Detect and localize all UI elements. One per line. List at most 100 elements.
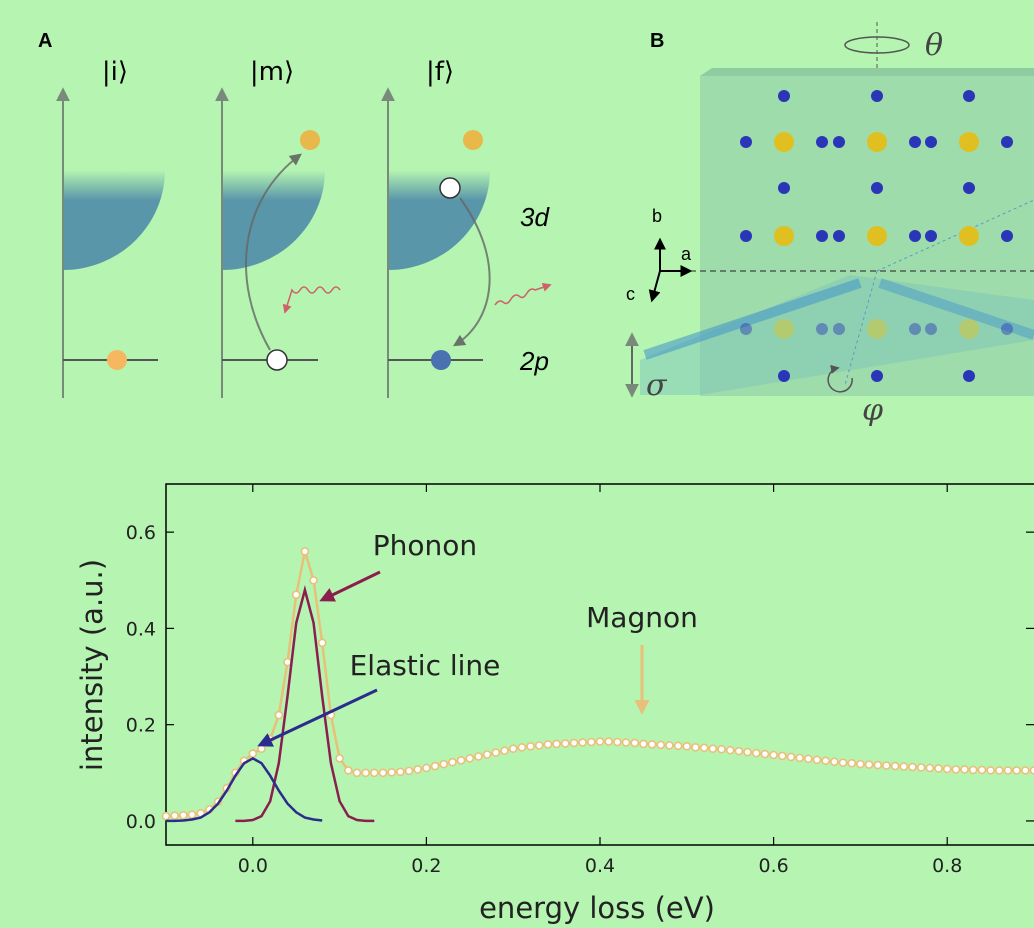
data-point bbox=[579, 739, 586, 746]
data-point bbox=[163, 813, 170, 820]
data-point bbox=[814, 756, 821, 763]
data-point bbox=[562, 740, 569, 747]
data-point bbox=[510, 745, 517, 752]
data-point bbox=[570, 739, 577, 746]
metal-atom bbox=[867, 226, 887, 246]
data-point bbox=[406, 767, 413, 774]
oxygen-atom bbox=[1001, 323, 1013, 335]
data-point bbox=[536, 742, 543, 749]
data-point bbox=[527, 743, 534, 750]
metal-atom bbox=[959, 319, 979, 339]
data-point bbox=[484, 751, 491, 758]
oxygen-atom bbox=[963, 370, 975, 382]
y-tick-label: 0.0 bbox=[126, 811, 156, 833]
data-point bbox=[180, 812, 187, 819]
data-point bbox=[614, 738, 621, 745]
panel-label: B bbox=[650, 30, 664, 52]
data-point bbox=[831, 758, 838, 765]
data-point bbox=[900, 763, 907, 770]
data-point bbox=[371, 769, 378, 776]
oxygen-atom bbox=[740, 136, 752, 148]
oxygen-atom bbox=[871, 370, 883, 382]
data-point bbox=[640, 740, 647, 747]
metal-atom bbox=[867, 319, 887, 339]
x-tick-label: 0.4 bbox=[585, 855, 615, 877]
panel-a: A |i⟩ |m⟩ |f⟩ 3d 2p bbox=[38, 30, 550, 398]
y-tick-label: 0.6 bbox=[126, 522, 156, 544]
data-point bbox=[284, 659, 291, 666]
oxygen-atom bbox=[909, 230, 921, 242]
annotation: Magnon bbox=[586, 601, 698, 634]
axis-label: c bbox=[626, 284, 635, 304]
y-tick-label: 0.2 bbox=[126, 715, 156, 737]
angle-label: θ bbox=[925, 28, 943, 63]
data-point bbox=[892, 763, 899, 770]
metal-atom bbox=[774, 226, 794, 246]
annotation: Phonon bbox=[373, 529, 477, 562]
data-point bbox=[319, 639, 326, 646]
valence-band bbox=[63, 170, 490, 270]
data-point bbox=[735, 748, 742, 755]
oxygen-atom bbox=[816, 230, 828, 242]
oxygen-atom bbox=[925, 136, 937, 148]
data-point bbox=[345, 767, 352, 774]
data-point bbox=[883, 762, 890, 769]
electron bbox=[431, 350, 451, 370]
data-point bbox=[744, 749, 751, 756]
data-point bbox=[388, 769, 395, 776]
oxygen-atom bbox=[963, 182, 975, 194]
page: A |i⟩ |m⟩ |f⟩ 3d 2p B bbox=[0, 0, 1034, 928]
data-point bbox=[683, 743, 690, 750]
data-point bbox=[414, 766, 421, 773]
data-point bbox=[918, 764, 925, 771]
crystal-top bbox=[700, 68, 1034, 76]
oxygen-atom bbox=[1001, 136, 1013, 148]
angle-label: φ bbox=[862, 393, 883, 428]
hole bbox=[440, 178, 460, 198]
oxygen-atom bbox=[778, 90, 790, 102]
level-label: 3d bbox=[520, 202, 550, 232]
atoms bbox=[740, 90, 1013, 382]
figure: A |i⟩ |m⟩ |f⟩ 3d 2p B bbox=[0, 0, 1034, 928]
data-point bbox=[336, 755, 343, 762]
oxygen-atom bbox=[963, 90, 975, 102]
data-point bbox=[978, 766, 985, 773]
data-point bbox=[805, 755, 812, 762]
data-point bbox=[605, 738, 612, 745]
core-hole bbox=[267, 350, 287, 370]
oxygen-atom bbox=[871, 90, 883, 102]
data-point bbox=[996, 767, 1003, 774]
data-point bbox=[666, 742, 673, 749]
oxygen-atom bbox=[833, 323, 845, 335]
data-point bbox=[761, 751, 768, 758]
data-point bbox=[961, 766, 968, 773]
data-point bbox=[848, 760, 855, 767]
data-point bbox=[727, 747, 734, 754]
panel-label: A bbox=[38, 30, 52, 52]
panel-b: B θ b a c σ φ bbox=[626, 22, 1034, 428]
electron bbox=[300, 130, 320, 150]
data-point bbox=[189, 811, 196, 818]
data-point bbox=[787, 753, 794, 760]
data-point bbox=[423, 764, 430, 771]
data-point bbox=[944, 765, 951, 772]
data-point bbox=[492, 749, 499, 756]
x-tick-label: 0.6 bbox=[758, 855, 788, 877]
oxygen-atom bbox=[871, 182, 883, 194]
data-point bbox=[779, 752, 786, 759]
data-point bbox=[432, 763, 439, 770]
axis-label: a bbox=[681, 244, 692, 264]
data-point bbox=[301, 548, 308, 555]
oxygen-atom bbox=[833, 136, 845, 148]
electron bbox=[463, 130, 483, 150]
data-point bbox=[310, 577, 317, 584]
data-point bbox=[709, 745, 716, 752]
x-tick-label: 0.8 bbox=[932, 855, 962, 877]
oxygen-atom bbox=[816, 136, 828, 148]
data-point bbox=[501, 747, 508, 754]
oxygen-atom bbox=[909, 323, 921, 335]
data-point bbox=[1022, 767, 1029, 774]
oxygen-atom bbox=[925, 230, 937, 242]
metal-atom bbox=[774, 132, 794, 152]
